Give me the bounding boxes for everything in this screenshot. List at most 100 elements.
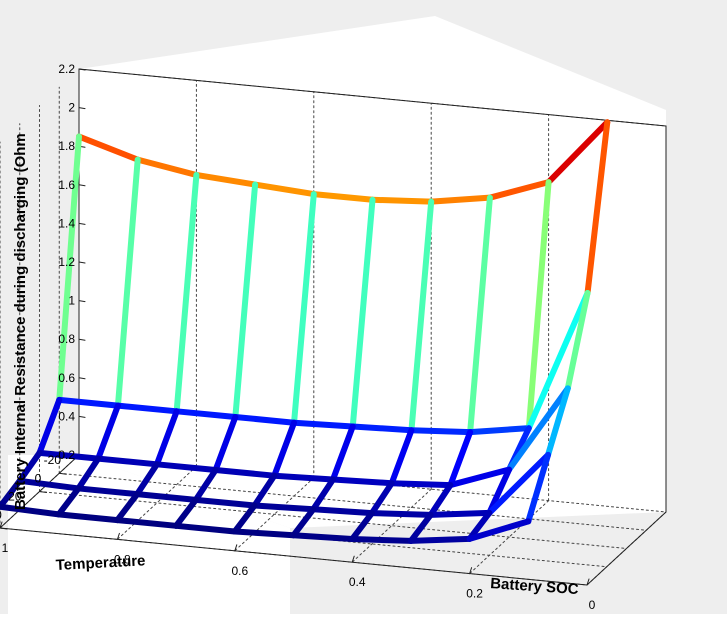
surface-edge (0, 477, 23, 510)
surface-edge (271, 419, 298, 479)
surface-edge (564, 289, 591, 392)
surface-edge (173, 171, 200, 415)
surface-edge (271, 472, 336, 483)
surface-edge (349, 536, 414, 544)
surface-edge (447, 429, 474, 489)
surface-edge (173, 522, 238, 535)
surface-edge (114, 491, 141, 524)
z-tick-label: 2.2 (58, 62, 75, 76)
surface-edge (330, 476, 395, 487)
surface-edge (291, 419, 356, 430)
surface-edge (252, 181, 317, 198)
x-tick-mark (116, 532, 120, 540)
x-tick-label: 0 (589, 598, 596, 612)
surface-edge (407, 535, 473, 544)
surface-edge (467, 425, 532, 436)
surface-edge (427, 482, 454, 518)
z-tick-mark (78, 300, 86, 303)
grid-line (234, 477, 315, 552)
surface-edge (525, 451, 552, 525)
surface-edge (114, 402, 180, 415)
surface-edge (349, 510, 375, 543)
z-tick-label: 1.4 (58, 216, 75, 230)
surface-edge (16, 449, 43, 484)
z-tick-mark (78, 415, 86, 418)
z-tick-label: 0.2 (58, 448, 75, 462)
axes-panel (79, 16, 666, 455)
surface-edge (75, 485, 141, 498)
z-tick-mark (78, 261, 86, 264)
surface-edge (584, 119, 611, 296)
surface-edge (290, 506, 317, 539)
surface-edge (525, 289, 591, 432)
surface-edge (330, 423, 356, 483)
x-tick-mark (234, 544, 238, 552)
surface-edge (55, 511, 121, 524)
surface-edge (192, 496, 258, 509)
surface-edge (447, 466, 513, 489)
y-tick-mark (58, 472, 67, 475)
surface-edge (192, 467, 219, 503)
surface-edge (75, 455, 102, 492)
z-tick-label: 1.8 (58, 139, 75, 153)
surface-edge (467, 194, 493, 436)
surface-edge (545, 385, 571, 458)
box-edge-line (78, 68, 667, 127)
surface-edge (134, 156, 200, 178)
z-tick-label: 0.4 (58, 409, 75, 423)
grid-line (469, 500, 550, 575)
surface-edge (95, 402, 121, 462)
surface-edge (36, 396, 63, 456)
grid-line (351, 488, 432, 563)
surface-edge (310, 191, 376, 203)
surface-edge (76, 133, 141, 163)
surface-edge (251, 472, 278, 509)
y-tick-mark (0, 527, 8, 530)
surface-edge (212, 414, 239, 473)
y-tick-label: 20 (8, 490, 22, 504)
y-axis-label: Temperature (55, 552, 146, 574)
surface-edge (153, 461, 219, 473)
z-tick-label: 2 (68, 101, 75, 115)
z-tick-mark (78, 377, 86, 380)
surface-edge (290, 532, 356, 543)
surface-edge (545, 119, 611, 186)
z-tick-mark (78, 222, 86, 225)
x-tick-mark (351, 555, 355, 563)
surface-edge (173, 496, 199, 529)
y-tick-mark (39, 491, 47, 493)
z-tick-label: 0.8 (58, 332, 75, 346)
bottom-panel (8, 455, 290, 614)
surface-edge (349, 423, 415, 434)
surface-edge (232, 181, 259, 421)
x-axis-line (0, 527, 588, 586)
axis-lines (0, 68, 667, 586)
x-tick-label: 0.8 (114, 552, 131, 566)
surface-edge (134, 461, 160, 498)
box-edge-line (586, 511, 667, 586)
surface-edge (388, 427, 415, 487)
y-tick-label: 40 (0, 508, 2, 522)
surface-edge (368, 510, 434, 518)
surface-edge (427, 509, 493, 518)
surface-edge (173, 408, 239, 421)
grid-line (116, 465, 197, 540)
y-tick-label: 0 (35, 471, 42, 485)
z-tick-mark (78, 68, 86, 71)
z-tick-label: 0.6 (58, 371, 75, 385)
z-tick-label: 1.6 (58, 178, 75, 192)
x-tick-mark (469, 567, 473, 575)
surface-edge (36, 449, 102, 462)
x-axis-label: Battery SOC (490, 575, 579, 598)
surface-edge (251, 502, 317, 513)
surface-edge (388, 480, 454, 489)
surface-edge (310, 506, 375, 517)
z-tick-label: 1.2 (58, 255, 75, 269)
surface-edge (466, 509, 493, 542)
x-tick-mark (586, 578, 590, 586)
surface-edge (525, 179, 552, 432)
surface-edge (486, 179, 552, 201)
surface-edge (193, 171, 259, 188)
